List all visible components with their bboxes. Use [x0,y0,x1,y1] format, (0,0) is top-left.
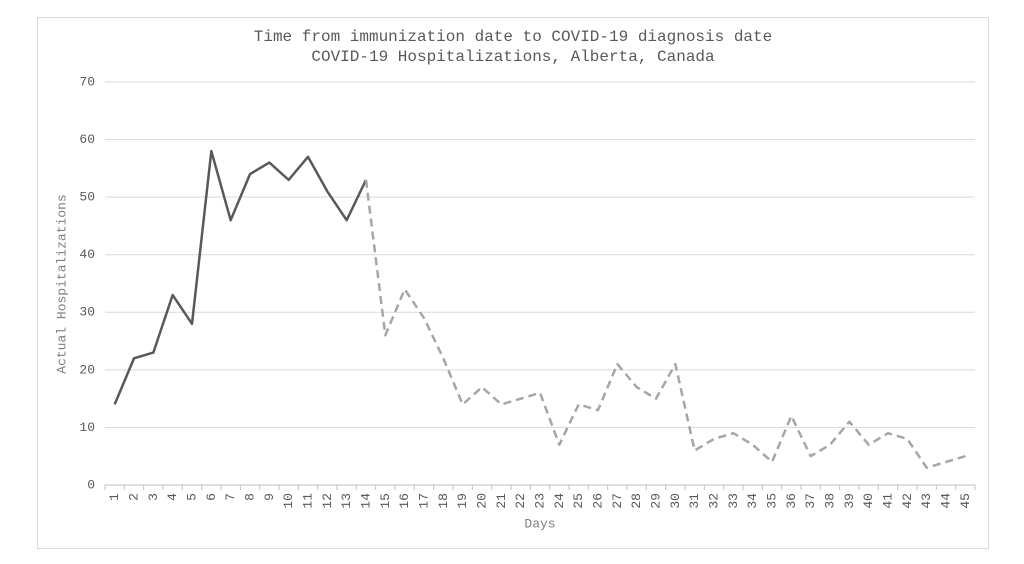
x-tick-label: 15 [378,493,393,509]
x-tick-label: 26 [590,493,605,509]
x-tick-label: 37 [803,493,818,509]
x-tick-label: 43 [919,493,934,509]
line-series [113,149,368,405]
x-tick-label: 17 [416,493,431,509]
x-tick-label: 42 [900,493,915,509]
x-tick-label: 21 [494,493,509,509]
x-tick-label: 39 [842,493,857,509]
chart-title: Time from immunization date to COVID-19 … [254,28,772,46]
y-tick-label: 50 [79,190,95,205]
x-tick-label: 40 [861,493,876,509]
y-tick-label: 10 [79,420,95,435]
x-tick-label: 30 [668,493,683,509]
x-tick-label: 11 [300,493,315,509]
x-tick-label: 35 [764,493,779,509]
x-tick-label: 27 [610,493,625,509]
x-tick-label: 16 [397,493,412,509]
x-tick-label: 1 [107,493,122,501]
y-tick-label: 0 [87,477,95,492]
x-tick-label: 5 [184,493,199,501]
x-tick-label: 8 [242,493,257,501]
x-tick-label: 2 [126,493,141,501]
y-tick-label: 70 [79,74,95,89]
line-series [364,179,966,469]
y-tick-label: 60 [79,132,95,147]
x-tick-label: 32 [706,493,721,509]
x-tick-label: 4 [165,493,180,501]
y-axis-label: Actual Hospitalizations [54,194,69,373]
x-tick-label: 23 [532,493,547,509]
x-tick-label: 14 [358,493,373,509]
y-tick-label: 30 [79,305,95,320]
y-tick-label: 20 [79,362,95,377]
x-tick-label: 41 [880,493,895,509]
x-tick-label: 3 [146,493,161,501]
x-tick-label: 19 [455,493,470,509]
x-tick-label: 18 [436,493,451,509]
x-tick-label: 25 [571,493,586,509]
x-tick-label: 29 [648,493,663,509]
x-tick-label: 33 [726,493,741,509]
x-tick-label: 12 [320,493,335,509]
x-tick-label: 10 [281,493,296,509]
x-tick-label: 44 [938,493,953,509]
x-tick-label: 6 [204,493,219,501]
x-tick-label: 45 [958,493,973,509]
x-tick-label: 34 [745,493,760,509]
x-tick-label: 31 [687,493,702,509]
x-axis-label: Days [524,516,555,531]
chart-subtitle: COVID-19 Hospitalizations, Alberta, Cana… [311,48,715,66]
x-tick-label: 36 [784,493,799,509]
x-tick-label: 20 [474,493,489,509]
x-tick-label: 13 [339,493,354,509]
chart-border [37,17,989,549]
x-tick-label: 9 [262,493,277,501]
x-tick-label: 28 [629,493,644,509]
y-tick-label: 40 [79,247,95,262]
x-tick-label: 24 [552,493,567,509]
x-tick-label: 22 [513,493,528,509]
x-tick-label: 38 [822,493,837,509]
x-tick-label: 7 [223,493,238,501]
